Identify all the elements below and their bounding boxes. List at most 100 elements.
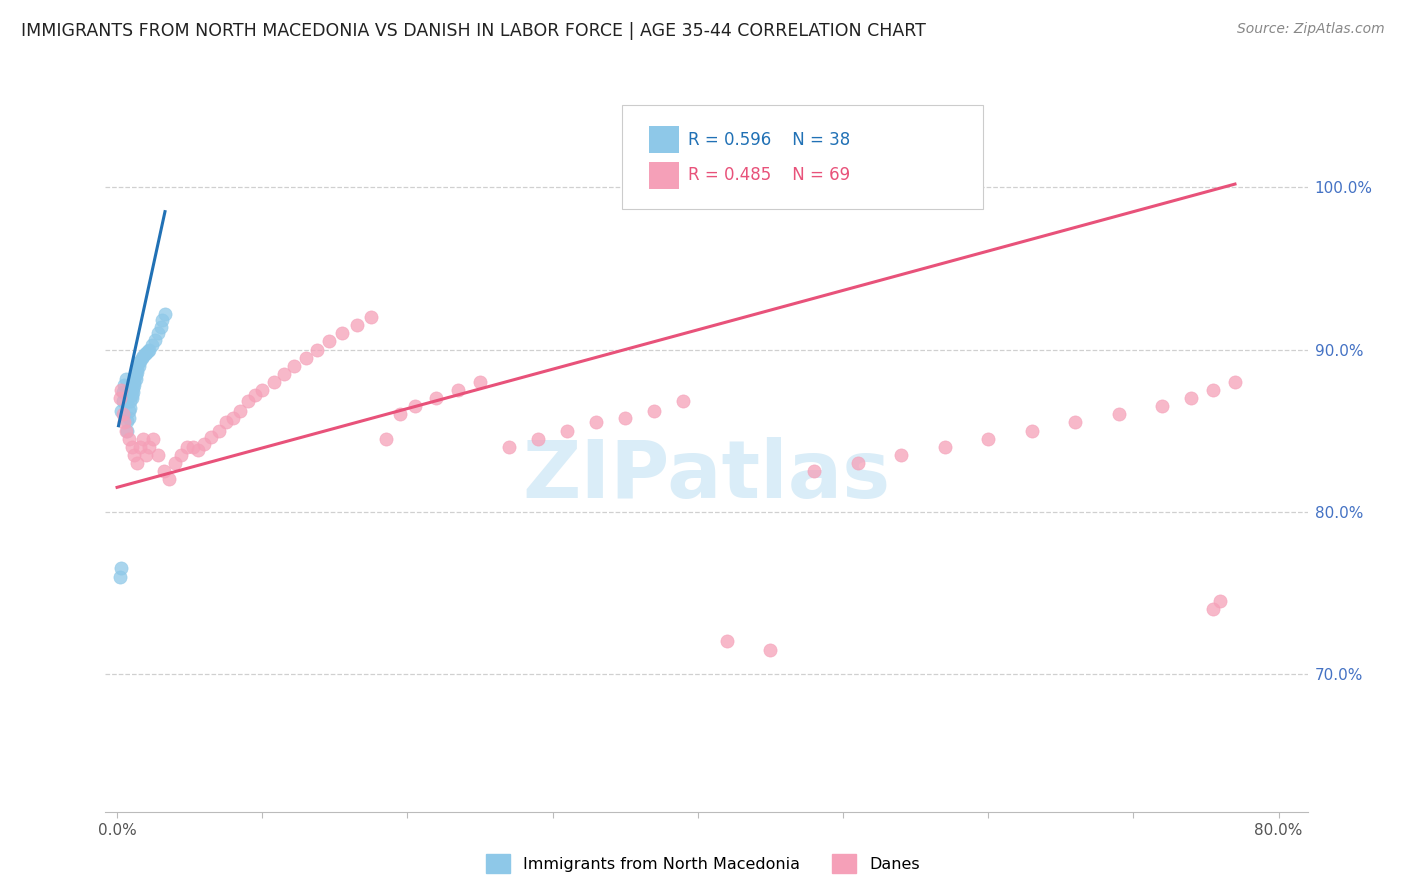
Point [127, 365, 149, 379]
Point [138, 343, 160, 357]
Point [934, 440, 956, 454]
Point [125, 372, 148, 386]
Point [498, 440, 520, 454]
Point [110, 561, 132, 575]
Point [846, 456, 869, 470]
Point [146, 448, 169, 462]
Point [404, 399, 426, 413]
Point [118, 410, 141, 425]
Point [1209, 594, 1232, 608]
Text: IMMIGRANTS FROM NORTH MACEDONIA VS DANISH IN LABOR FORCE | AGE 35-44 CORRELATION: IMMIGRANTS FROM NORTH MACEDONIA VS DANIS… [21, 22, 927, 40]
Point [128, 355, 150, 369]
FancyBboxPatch shape [648, 161, 679, 189]
Point [243, 388, 266, 402]
Point [152, 464, 174, 478]
Point [143, 333, 166, 347]
Point [187, 443, 209, 458]
Point [124, 375, 146, 389]
Point [1180, 391, 1202, 405]
Point [121, 440, 143, 454]
Point [122, 384, 145, 399]
Point [120, 394, 142, 409]
Point [128, 359, 150, 373]
Point [150, 313, 173, 327]
Point [295, 351, 318, 365]
Point [468, 375, 491, 389]
Point [132, 349, 155, 363]
Point [135, 345, 157, 359]
FancyBboxPatch shape [623, 105, 983, 209]
Point [131, 351, 153, 365]
Point [149, 319, 172, 334]
Point [112, 378, 135, 392]
Point [165, 456, 187, 470]
Point [170, 448, 193, 462]
Point [110, 383, 132, 397]
Point [318, 334, 340, 349]
Point [425, 391, 447, 405]
Point [330, 326, 353, 341]
Point [127, 456, 149, 470]
Point [112, 416, 135, 430]
Point [108, 569, 131, 583]
Text: R = 0.596    N = 38: R = 0.596 N = 38 [689, 130, 851, 148]
Point [122, 381, 145, 395]
Point [136, 344, 159, 359]
Point [977, 432, 1000, 446]
Point [672, 394, 695, 409]
Point [346, 318, 368, 333]
Point [115, 424, 138, 438]
Point [138, 440, 160, 454]
Point [129, 354, 152, 368]
Point [759, 642, 782, 657]
Point [193, 436, 215, 450]
Point [146, 326, 169, 341]
Text: ZIPatlas: ZIPatlas [523, 437, 890, 516]
Point [389, 408, 412, 422]
Point [118, 404, 141, 418]
Point [585, 416, 607, 430]
Point [132, 432, 155, 446]
Point [643, 404, 665, 418]
Point [1108, 408, 1130, 422]
Point [263, 375, 285, 389]
Point [118, 432, 141, 446]
Text: Source: ZipAtlas.com: Source: ZipAtlas.com [1237, 22, 1385, 37]
Point [890, 448, 912, 462]
Point [108, 391, 131, 405]
Point [110, 404, 132, 418]
Point [1152, 399, 1174, 413]
Point [129, 440, 152, 454]
Point [121, 391, 143, 405]
Point [142, 432, 165, 446]
Point [135, 448, 157, 462]
Point [555, 424, 578, 438]
Point [283, 359, 305, 373]
Point [1202, 602, 1225, 616]
Point [141, 337, 163, 351]
Point [716, 634, 738, 648]
Point [111, 384, 134, 399]
Point [181, 440, 204, 454]
Point [360, 310, 382, 324]
Point [222, 410, 245, 425]
Point [614, 410, 637, 425]
Point [307, 343, 329, 357]
Point [208, 424, 231, 438]
Point [111, 394, 134, 409]
Point [111, 408, 134, 422]
Point [114, 372, 136, 386]
Point [374, 432, 396, 446]
Point [252, 383, 274, 397]
Point [236, 394, 259, 409]
Point [1202, 383, 1225, 397]
Point [124, 378, 146, 392]
Point [1223, 375, 1246, 389]
Point [1021, 424, 1043, 438]
Point [157, 472, 180, 486]
Point [527, 432, 550, 446]
Point [803, 464, 825, 478]
Point [215, 416, 238, 430]
FancyBboxPatch shape [648, 126, 679, 153]
Point [153, 307, 176, 321]
